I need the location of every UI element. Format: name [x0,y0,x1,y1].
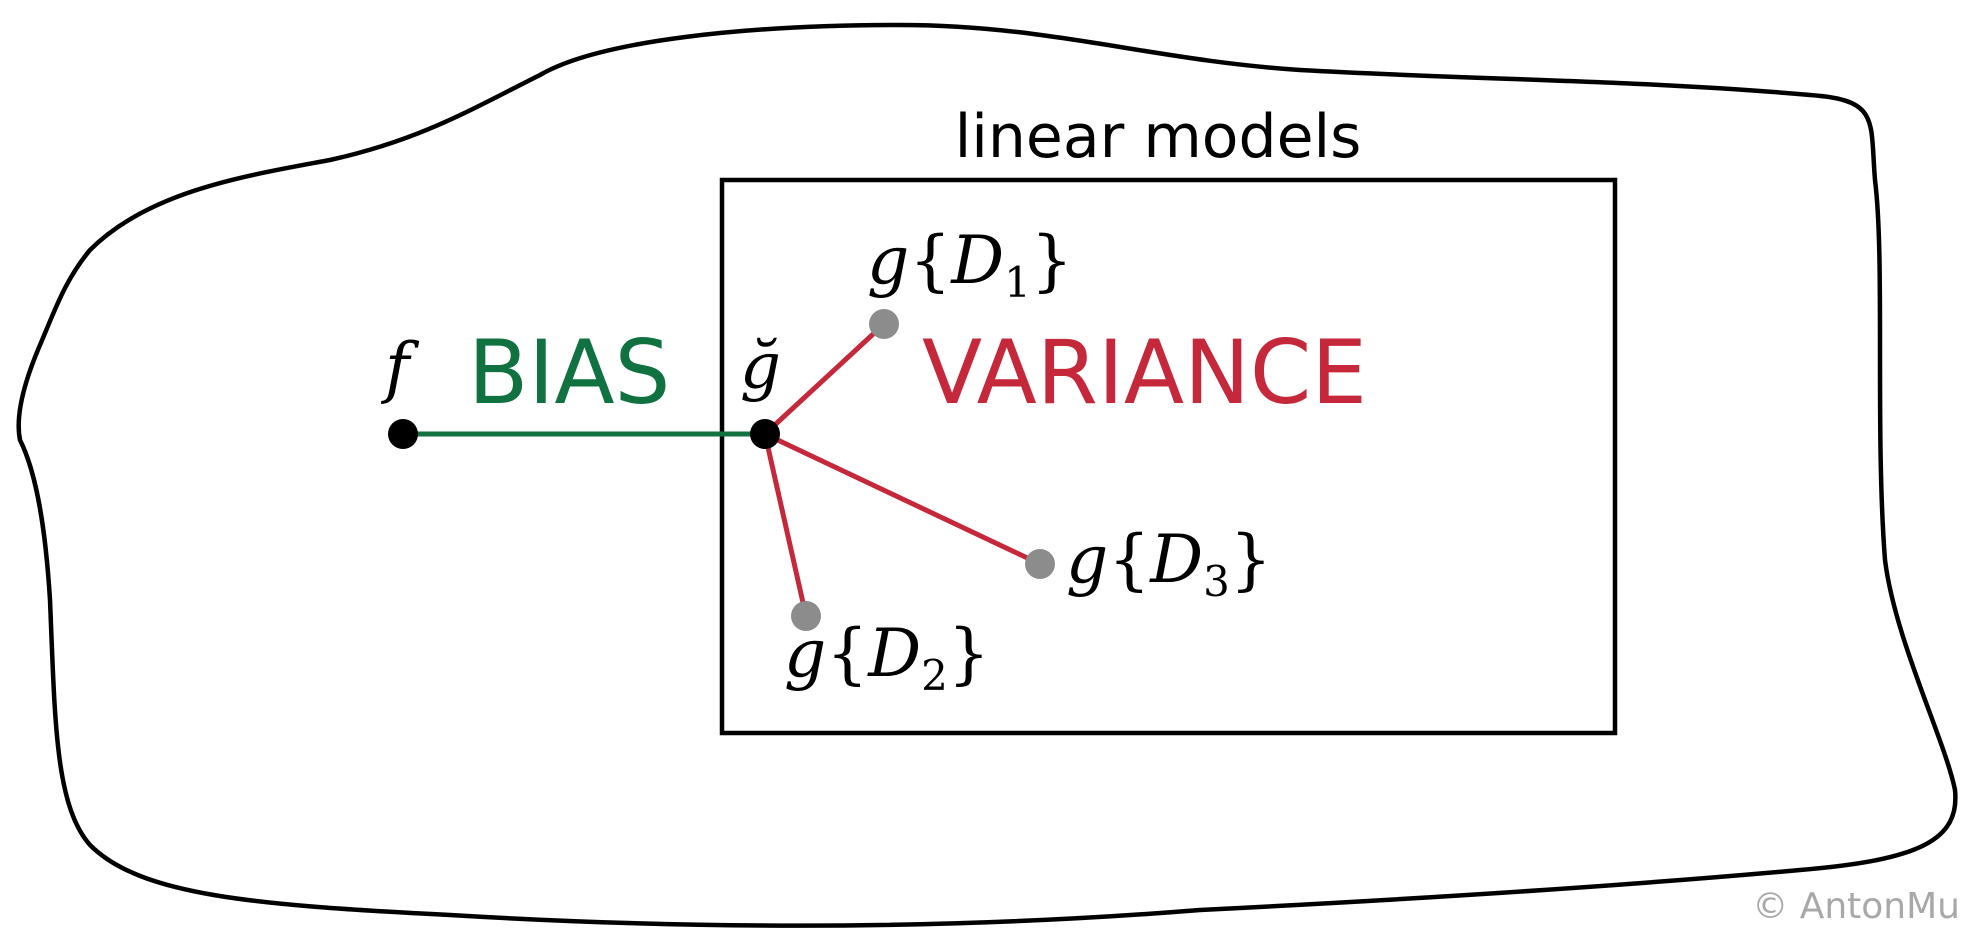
hypothesis-point-d1 [869,309,899,339]
hypothesis-label-d3: g{D3} [1066,521,1272,606]
hypothesis-point-d2 [791,601,821,631]
variance-line-d1 [763,322,886,436]
linear-models-box [719,177,1618,736]
variance-line-d2 [762,433,809,617]
target-point [388,419,418,449]
mean-hypothesis-point [750,419,780,449]
bias-label: BIAS [468,321,670,424]
hypothesis-label-d1: g{D1} [867,222,1073,307]
hypothesis-label-d2: g{D2} [784,615,990,700]
hypothesis-space-outline [16,22,1958,928]
linear-models-label: linear models [955,102,1362,172]
credit-text: © AntonMu [1752,886,1960,927]
target-label: f [380,329,420,406]
mean-hypothesis-label: ğ [740,330,781,404]
variance-label: VARIANCE [922,321,1367,424]
variance-line-d3 [763,431,1042,567]
hypothesis-point-d3 [1025,549,1055,579]
